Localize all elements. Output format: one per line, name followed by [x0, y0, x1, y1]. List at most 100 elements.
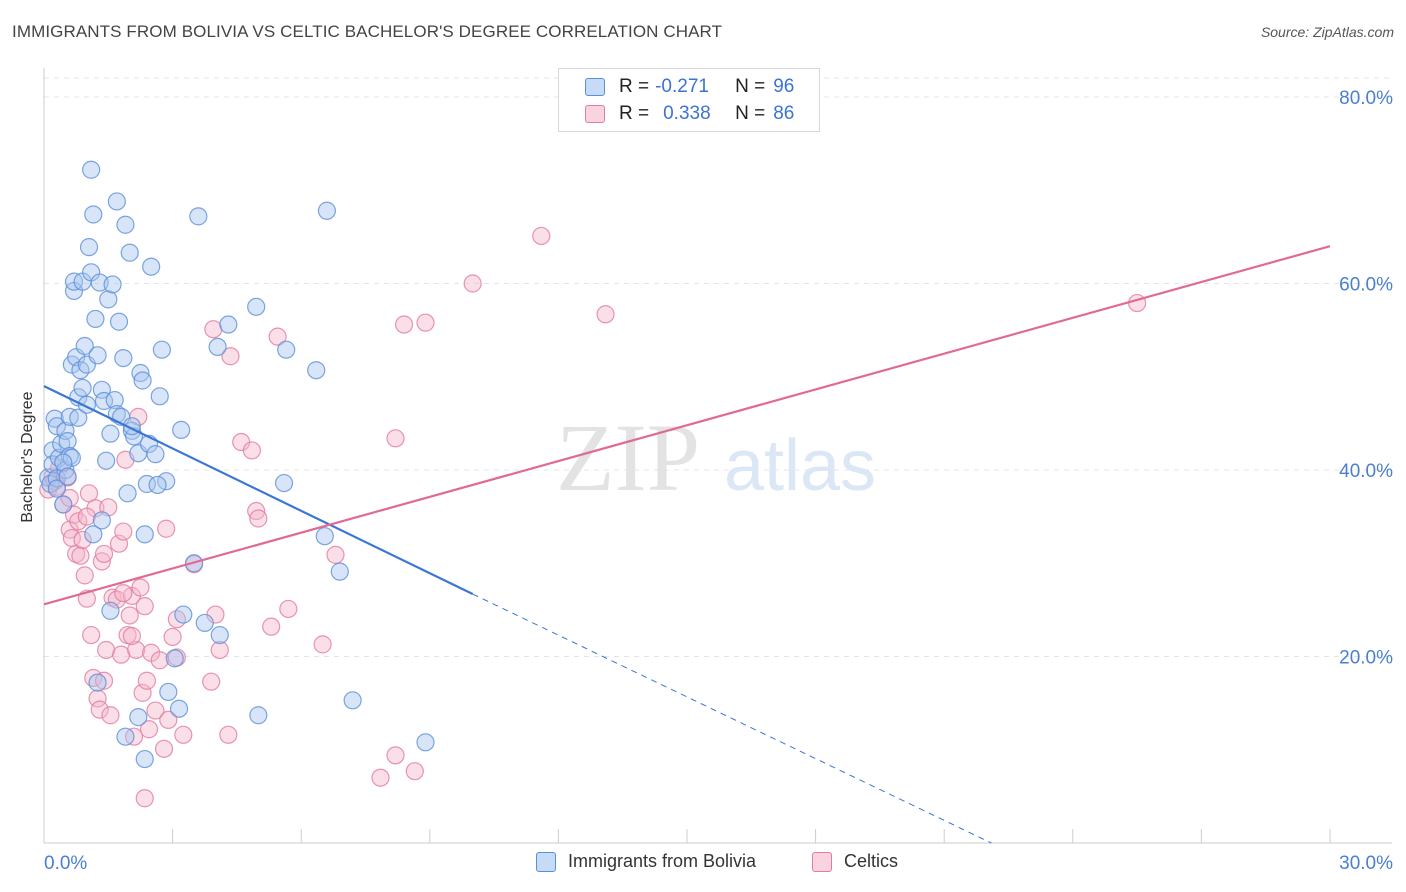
point-celtics [154, 739, 174, 758]
point-bolivia [69, 408, 88, 427]
point-bolivia [99, 290, 118, 309]
y-tick-label: 60.0% [1339, 275, 1393, 296]
point-celtics [60, 488, 79, 508]
point-bolivia [146, 445, 165, 464]
point-bolivia [47, 479, 66, 498]
point-celtics [386, 429, 405, 448]
point-celtics [268, 327, 287, 346]
point-bolivia [107, 192, 126, 211]
legend-item-celtics[interactable]: Celtics [812, 851, 898, 872]
y-tick-label: 40.0% [1339, 461, 1393, 482]
watermark-zip: ZIP [556, 404, 700, 511]
point-celtics [394, 315, 414, 334]
point-bolivia [82, 160, 101, 179]
point-bolivia [118, 484, 137, 503]
point-celtics [112, 645, 131, 664]
point-celtics [371, 768, 390, 787]
point-bolivia [54, 495, 73, 514]
legend-item-bolivia[interactable]: Immigrants from Bolivia [536, 851, 756, 872]
chart-source: Source: ZipAtlas.com [1260, 24, 1394, 40]
point-celtics [221, 347, 240, 366]
point-bolivia [92, 511, 111, 530]
legend-swatch-blue [585, 78, 605, 96]
legend-swatch-bolivia [536, 851, 556, 872]
point-celtics [114, 583, 133, 603]
point-celtics [135, 597, 154, 616]
point-bolivia [58, 431, 77, 451]
point-celtics [247, 501, 266, 521]
y-axis-label: Bachelor's Degree [19, 391, 36, 523]
point-bolivia [84, 205, 103, 224]
point-bolivia [315, 527, 334, 546]
point-celtics [416, 313, 435, 332]
x-tick-label-max: 30.0% [1339, 853, 1393, 874]
legend-label-celtics: Celtics [844, 851, 899, 871]
trend-line-bolivia-extension [472, 593, 992, 844]
point-bolivia [172, 420, 191, 440]
point-bolivia [131, 363, 150, 383]
point-bolivia [330, 562, 349, 581]
point-bolivia [73, 378, 92, 398]
point-celtics [122, 626, 141, 646]
point-bolivia [88, 673, 107, 692]
point-celtics [131, 578, 150, 597]
point-celtics [135, 789, 154, 808]
point-bolivia [116, 215, 135, 234]
grid-lines [44, 77, 1392, 657]
series-bolivia-points [39, 160, 435, 769]
point-bolivia [210, 625, 229, 645]
point-bolivia [150, 387, 169, 406]
point-celtics [405, 762, 424, 781]
point-celtics [109, 534, 129, 553]
point-bolivia [174, 605, 193, 624]
point-bolivia [133, 371, 152, 390]
axes [43, 68, 1392, 844]
point-bolivia [97, 451, 116, 470]
chart-title: IMMIGRANTS FROM BOLIVIA VS CELTIC BACHEL… [12, 22, 723, 41]
series-legend: Immigrants from Bolivia Celtics [0, 851, 1406, 877]
point-celtics [249, 509, 268, 528]
legend-r-label: R = [619, 103, 650, 124]
legend-r-label: R = [619, 76, 650, 97]
point-bolivia [247, 297, 266, 316]
legend-r-value: 0.338 [663, 103, 711, 124]
point-celtics [92, 552, 111, 571]
y-tick-label: 20.0% [1339, 648, 1393, 669]
point-celtics [159, 710, 178, 730]
point-bolivia [219, 315, 238, 334]
watermark-atlas: atlas [724, 426, 876, 506]
point-bolivia [148, 475, 167, 495]
point-bolivia [152, 340, 171, 359]
point-bolivia [92, 380, 111, 399]
point-celtics [204, 320, 223, 339]
point-celtics [101, 706, 120, 725]
point-bolivia [116, 727, 135, 746]
point-celtics [137, 671, 156, 690]
point-bolivia [120, 243, 139, 262]
legend-row-bolivia: R = -0.271 N = 96 [559, 73, 794, 101]
point-celtics [150, 651, 169, 670]
point-celtics [73, 530, 92, 550]
point-bolivia [88, 346, 107, 365]
point-celtics [75, 566, 94, 585]
point-celtics [107, 590, 126, 609]
point-celtics [71, 546, 90, 565]
point-bolivia [103, 275, 122, 294]
point-celtics [114, 522, 133, 541]
point-celtics [210, 640, 229, 660]
point-bolivia [159, 682, 178, 702]
point-bolivia [277, 340, 296, 359]
point-celtics [69, 512, 88, 531]
point-bolivia [135, 525, 154, 544]
point-bolivia [114, 349, 133, 368]
point-celtics [163, 627, 182, 647]
legend-swatch-pink [585, 105, 605, 123]
point-celtics [202, 672, 221, 691]
point-celtics [90, 700, 109, 719]
point-bolivia [165, 649, 184, 668]
point-bolivia [208, 337, 227, 357]
point-celtics [77, 507, 96, 526]
point-celtics [386, 746, 405, 765]
legend-n-value: 86 [773, 103, 795, 124]
